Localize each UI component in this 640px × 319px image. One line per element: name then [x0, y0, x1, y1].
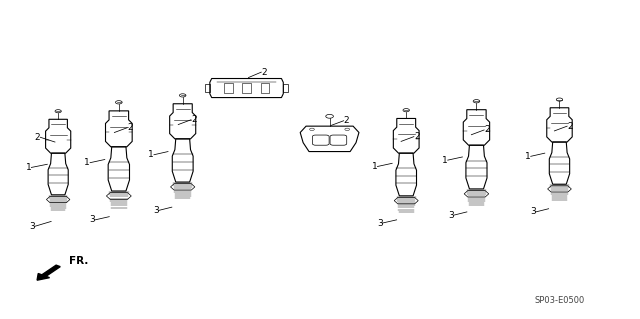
Text: 2: 2 [344, 116, 349, 125]
Text: 2: 2 [35, 133, 40, 142]
FancyArrow shape [37, 265, 60, 280]
Bar [224, 83, 232, 93]
Text: SP03-E0500: SP03-E0500 [534, 296, 584, 305]
Text: 1: 1 [84, 158, 90, 167]
Text: 3: 3 [449, 211, 454, 219]
Bar [260, 83, 269, 93]
Text: 1: 1 [525, 152, 531, 161]
Text: 2: 2 [414, 132, 419, 141]
Text: 1: 1 [26, 163, 31, 172]
Text: 2: 2 [191, 115, 196, 124]
Text: 3: 3 [377, 219, 383, 227]
Text: 3: 3 [90, 215, 95, 224]
Text: 1: 1 [372, 162, 378, 171]
Text: 2: 2 [567, 122, 573, 131]
Text: 3: 3 [530, 207, 536, 216]
Text: 1: 1 [442, 156, 448, 165]
Bar [242, 83, 251, 93]
Text: 2: 2 [484, 125, 490, 135]
Text: 3: 3 [154, 206, 159, 215]
Text: 2: 2 [261, 68, 267, 77]
Text: 1: 1 [148, 150, 154, 159]
Text: FR.: FR. [69, 256, 88, 266]
Text: 3: 3 [29, 222, 35, 231]
Text: 2: 2 [127, 123, 132, 132]
